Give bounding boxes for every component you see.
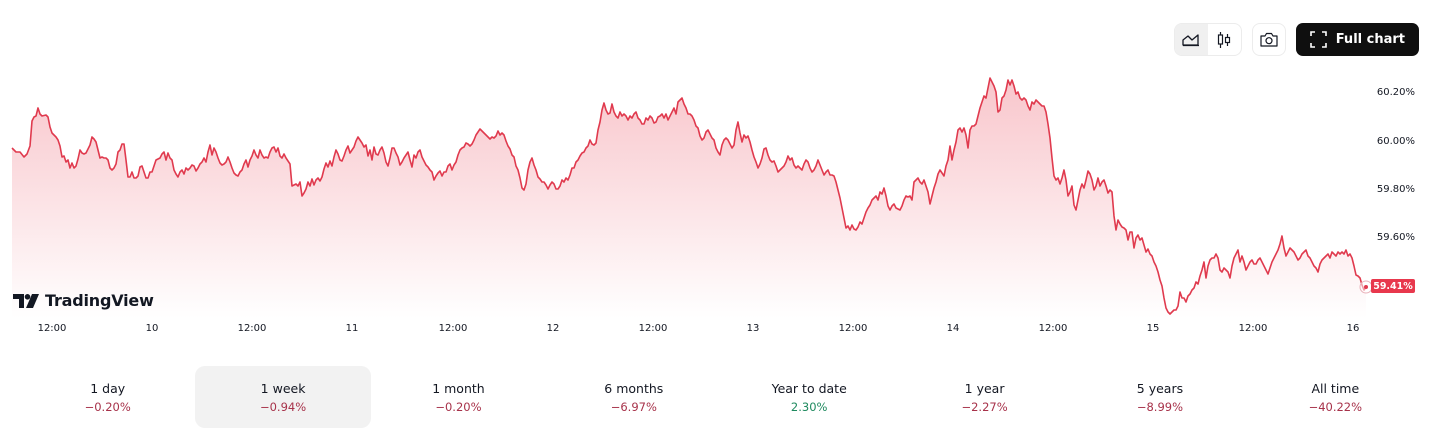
x-axis-label: 11: [345, 323, 359, 334]
period-year-to-date[interactable]: Year to date 2.30%: [722, 366, 897, 428]
area-chart-icon: [1182, 33, 1200, 46]
x-axis-label: 12:00: [237, 323, 267, 334]
full-chart-label: Full chart: [1335, 32, 1405, 47]
candlestick-chart-button[interactable]: [1208, 24, 1241, 55]
period-label: 5 years: [1136, 380, 1184, 396]
y-axis-label: 60.00%: [1376, 136, 1415, 147]
period-label: 1 week: [260, 380, 306, 396]
period-change: −0.94%: [259, 399, 307, 414]
period-selector: 1 day −0.20% 1 week −0.94% 1 month −0.20…: [20, 366, 1423, 428]
chart-area[interactable]: 60.20% 60.00% 59.80% 59.60% 59.41% 12:00…: [0, 0, 1443, 350]
period-1-week[interactable]: 1 week −0.94%: [195, 366, 371, 428]
x-axis-label: 12:00: [838, 323, 868, 334]
period-change: −0.20%: [435, 399, 482, 414]
x-axis-label: 12:00: [438, 323, 468, 334]
y-axis-label: 59.60%: [1376, 232, 1415, 243]
period-label: 1 month: [432, 380, 485, 396]
area-chart-button[interactable]: [1174, 24, 1208, 55]
x-axis-label: 15: [1146, 323, 1160, 334]
period-5-years[interactable]: 5 years −8.99%: [1072, 366, 1247, 428]
period-change: −2.27%: [961, 399, 1008, 414]
period-change: −8.99%: [1136, 399, 1184, 414]
chart-type-toggle: [1173, 23, 1242, 56]
period-label: 6 months: [604, 380, 664, 396]
x-axis-label: 12: [546, 323, 560, 334]
chart-toolbar: Full chart: [1173, 23, 1419, 56]
period-label: 1 year: [964, 380, 1005, 396]
x-axis-label: 12:00: [638, 323, 668, 334]
period-change: −40.22%: [1308, 399, 1363, 414]
period-label: All time: [1311, 380, 1360, 396]
screenshot-button[interactable]: [1251, 23, 1286, 56]
fullscreen-icon: [1309, 31, 1327, 48]
area-fill: [12, 78, 1366, 318]
full-chart-button[interactable]: Full chart: [1295, 23, 1419, 56]
period-label: Year to date: [771, 380, 847, 396]
x-axis-label: 12:00: [37, 323, 67, 334]
period-change: 2.30%: [790, 399, 828, 414]
x-axis-label: 10: [145, 323, 159, 334]
tradingview-logo[interactable]: TradingView: [13, 291, 154, 310]
tradingview-logo-icon: [13, 293, 39, 308]
camera-icon: [1260, 32, 1278, 47]
period-change: −0.20%: [84, 399, 131, 414]
price-line: [11, 77, 1367, 315]
last-price-tag: 59.41%: [1371, 279, 1415, 293]
last-point-dot: [1364, 285, 1368, 289]
period-1-month[interactable]: 1 month −0.20%: [371, 366, 546, 428]
price-chart[interactable]: [0, 0, 1443, 350]
x-axis-label: 12:00: [1238, 323, 1268, 334]
x-axis-label: 14: [946, 323, 960, 334]
period-1-year[interactable]: 1 year −2.27%: [897, 366, 1072, 428]
y-axis-label: 60.20%: [1376, 87, 1415, 98]
period-all-time[interactable]: All time −40.22%: [1248, 366, 1423, 428]
period-label: 1 day: [90, 380, 126, 396]
logo-text: TradingView: [45, 291, 154, 310]
period-1-day[interactable]: 1 day −0.20%: [20, 366, 195, 428]
x-axis-label: 12:00: [1038, 323, 1068, 334]
x-axis-label: 13: [746, 323, 760, 334]
y-axis-label: 59.80%: [1376, 184, 1415, 195]
candlestick-chart-icon: [1218, 31, 1231, 48]
x-axis-label: 16: [1346, 323, 1360, 334]
period-change: −6.97%: [610, 399, 657, 414]
period-6-months[interactable]: 6 months −6.97%: [546, 366, 721, 428]
